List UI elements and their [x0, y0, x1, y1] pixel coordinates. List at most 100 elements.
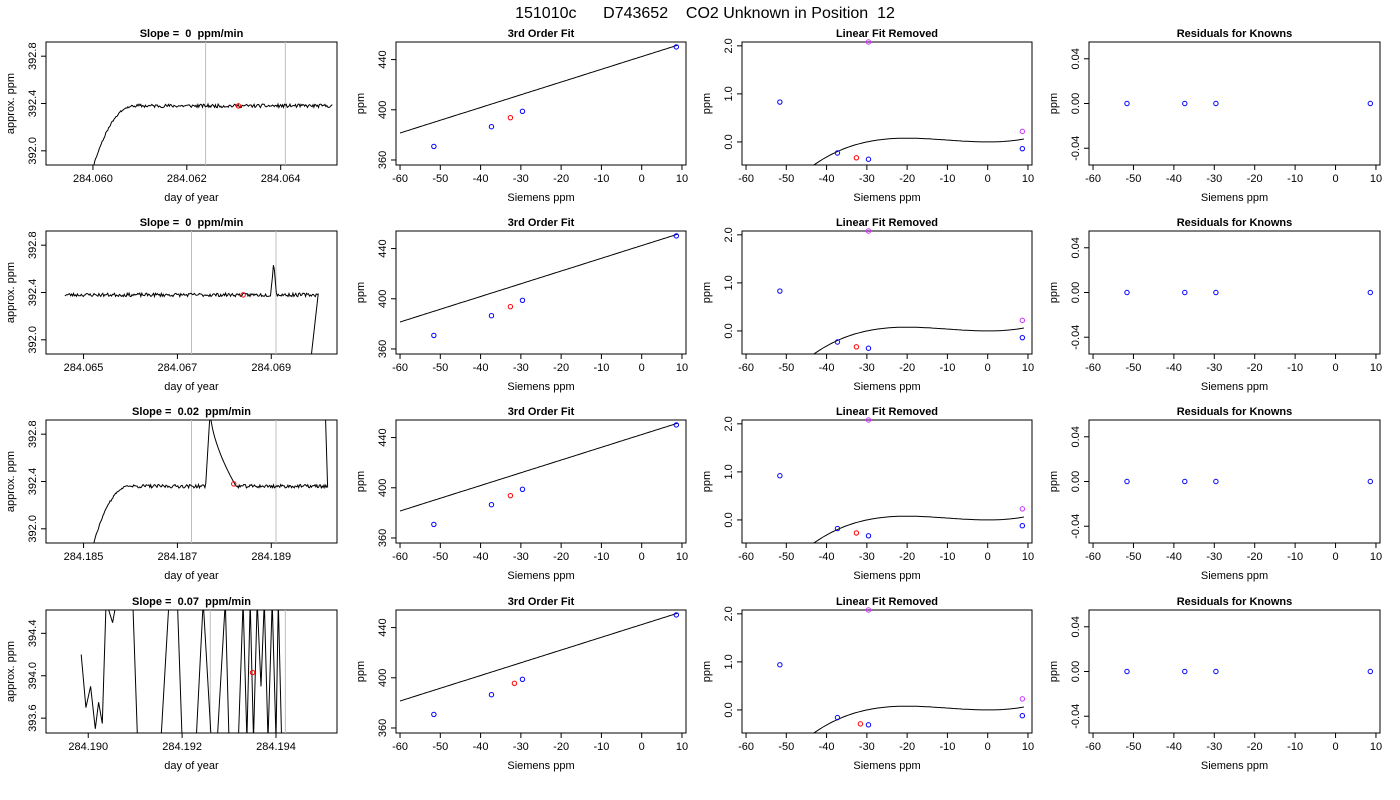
x-tick-label: -20 [899, 362, 915, 374]
x-tick-label: -60 [1085, 551, 1101, 563]
y-tick-label: 440 [377, 618, 389, 636]
x-tick-label: -40 [473, 551, 489, 563]
x-tick-label: 284.065 [64, 362, 104, 374]
x-tick-label: 10 [1370, 173, 1382, 185]
panel-2-1: 3rd Order Fit -60 -50 -40 -30 -20 -10 0 10 360 400… [355, 406, 688, 582]
y-tick-label: 2.0 [723, 227, 735, 242]
plot-area [399, 422, 679, 512]
unknown-point [507, 492, 514, 499]
plot-frame [45, 41, 338, 166]
known-point [519, 486, 526, 492]
x-tick-label: -60 [1085, 173, 1101, 185]
x-tick-label: -40 [1166, 362, 1182, 374]
known-point [777, 473, 783, 479]
y-tick-label: 400 [377, 669, 389, 687]
x-tick-label: -60 [392, 173, 408, 185]
panel-0-0: Slope = 0 ppm/min 284.060 284.062 284.064 39… [5, 28, 338, 204]
known-point [1367, 289, 1374, 296]
y-axis-label: ppm [1048, 661, 1060, 682]
x-axis-label: day of year [164, 760, 219, 772]
plot-area [399, 233, 679, 323]
known-point [1182, 100, 1188, 107]
x-axis-label: day of year [164, 570, 219, 582]
y-tick-label: 0.00 [1070, 282, 1082, 303]
y-axis-label: ppm [701, 93, 713, 114]
known-point [431, 711, 437, 718]
known-point [488, 502, 495, 508]
y-tick-label: 392.0 [27, 137, 39, 165]
known-point [834, 714, 841, 721]
x-axis-label: Siemens ppm [1201, 570, 1268, 582]
y-tick-label: 0.0 [723, 512, 735, 527]
plot-frame [395, 41, 687, 166]
x-tick-label: -40 [473, 173, 489, 185]
y-tick-label: 360 [377, 340, 389, 358]
x-axis-label: Siemens ppm [1201, 192, 1268, 204]
x-tick-label: -40 [473, 741, 489, 753]
x-tick-label: 10 [676, 173, 688, 185]
x-tick-label: -50 [778, 173, 794, 185]
fit-curve [813, 515, 1024, 543]
y-tick-label: 392.4 [27, 90, 39, 118]
y-axis-label: approx. ppm [5, 451, 17, 512]
known-point [431, 332, 437, 339]
plot-frame [1088, 419, 1381, 544]
x-tick-label: 284.194 [256, 741, 296, 753]
y-tick-label: 392.8 [27, 231, 39, 259]
x-tick-label: -50 [778, 362, 794, 374]
plot-frame [1088, 230, 1381, 355]
x-tick-label: 284.189 [251, 551, 291, 563]
y-axis-label: ppm [355, 282, 367, 303]
x-tick-label: 0 [639, 173, 645, 185]
plot-area [64, 231, 319, 354]
plot-frame [395, 230, 687, 355]
x-tick-label: -20 [1247, 551, 1263, 563]
y-tick-label: 392.4 [27, 468, 39, 496]
panels: Slope = 0 ppm/min 284.060 284.062 284.064 39… [5, 28, 1382, 772]
x-tick-label: -20 [899, 551, 915, 563]
y-axis-label: approx. ppm [5, 262, 17, 323]
x-tick-label: -60 [392, 741, 408, 753]
y-tick-label: 440 [377, 50, 389, 68]
plot-frame [1088, 609, 1381, 734]
panel-title: Slope = 0.07 ppm/min [132, 596, 251, 608]
y-tick-label: 2.0 [723, 606, 735, 621]
y-axis-label: ppm [1048, 471, 1060, 492]
x-tick-label: -60 [738, 173, 754, 185]
unknown-point [249, 669, 256, 676]
x-tick-label: -50 [778, 551, 794, 563]
known-point [1367, 668, 1374, 675]
y-axis-label: ppm [1048, 282, 1060, 303]
y-tick-label: 0.04 [1070, 616, 1082, 637]
y-axis-label: ppm [1048, 93, 1060, 114]
fit-curve [399, 422, 679, 512]
y-tick-label: 440 [377, 239, 389, 257]
plot-frame [741, 230, 1033, 355]
x-tick-label: -20 [553, 741, 569, 753]
x-tick-label: 10 [1370, 741, 1382, 753]
y-tick-label: 392.0 [27, 515, 39, 543]
known-point [519, 297, 526, 303]
x-tick-label: -40 [1166, 551, 1182, 563]
x-tick-label: 0 [1332, 551, 1338, 563]
panel-title: Residuals for Knowns [1177, 217, 1293, 229]
y-tick-label: 1.0 [723, 275, 735, 290]
x-axis-label: Siemens ppm [1201, 381, 1268, 393]
plot-frame [395, 609, 687, 734]
y-tick-label: 0.0 [723, 323, 735, 338]
panel-3-2: Linear Fit Removed -60 -50 -40 -30 -20 -10 0 10 0… [701, 596, 1034, 772]
x-tick-label: -10 [593, 551, 609, 563]
x-tick-label: -40 [1166, 741, 1182, 753]
x-tick-label: -40 [819, 741, 835, 753]
x-axis-label: Siemens ppm [1201, 760, 1268, 772]
plot-area [399, 612, 679, 702]
data-trace [93, 420, 329, 543]
panel-0-3: Residuals for Knowns -60 -50 -40 -30 -20 -10 0 1… [1048, 28, 1382, 204]
y-tick-label: -0.04 [1070, 136, 1082, 161]
x-tick-label: -10 [1287, 173, 1303, 185]
x-tick-label: 284.187 [158, 551, 198, 563]
unknown-point [235, 103, 242, 109]
y-tick-label: 0.00 [1070, 471, 1082, 492]
x-tick-label: 0 [1332, 362, 1338, 374]
known-point [1367, 100, 1374, 107]
